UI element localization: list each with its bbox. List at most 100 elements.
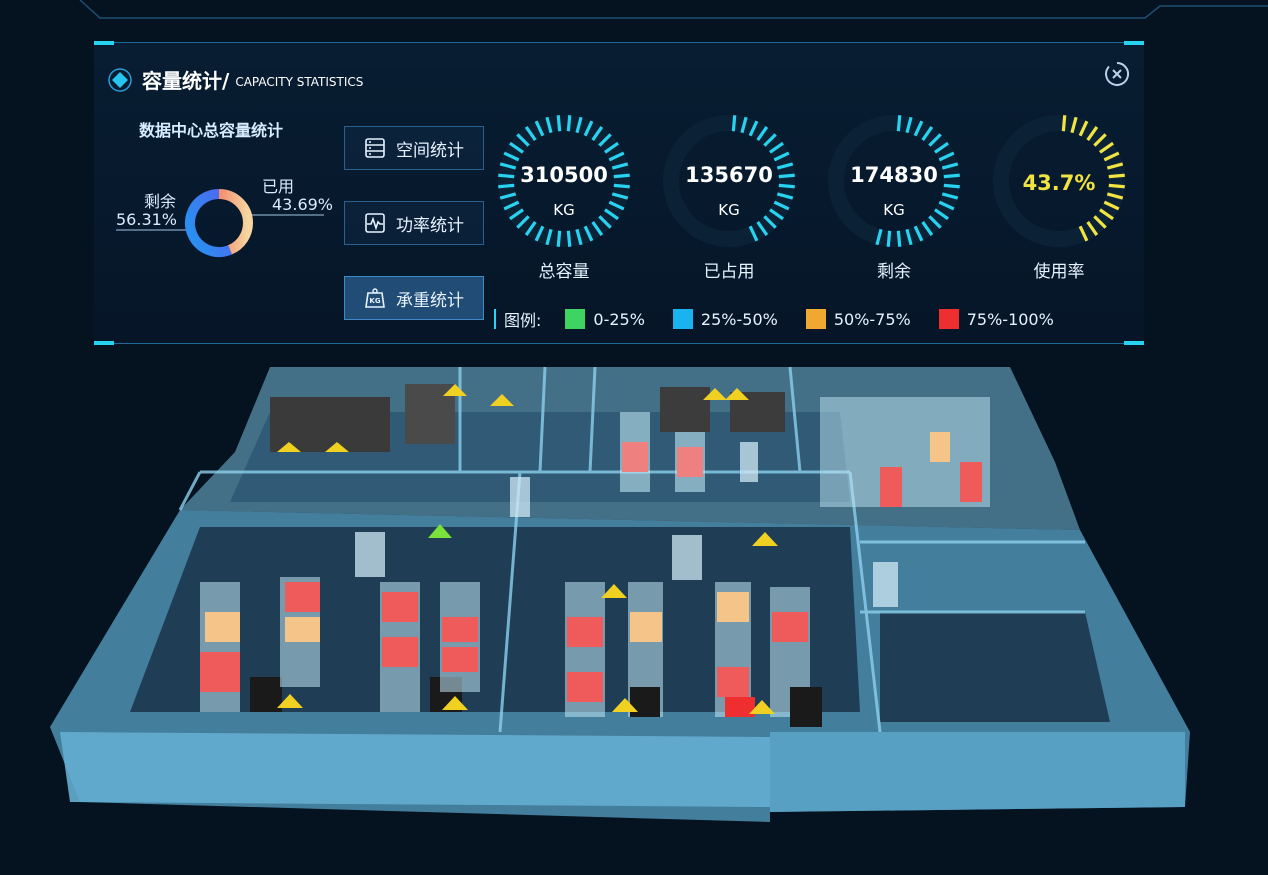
gauge-tick — [928, 215, 942, 229]
gauge-tick — [524, 126, 537, 141]
legend-bar — [494, 309, 496, 329]
legend-title: 图例: — [504, 311, 542, 330]
weight-statistics-button[interactable]: KG 承重统计 — [344, 276, 484, 320]
panel-title-en: CAPACITY STATISTICS — [235, 74, 364, 89]
server-rack-icon — [365, 138, 385, 158]
gauge-tick — [509, 141, 524, 154]
gauge-tick — [503, 151, 520, 162]
gauge-tick — [731, 115, 737, 132]
used-segment — [185, 189, 253, 257]
gauge-tick — [778, 173, 795, 179]
gauge-tick — [598, 133, 612, 147]
gauge-tick — [938, 151, 955, 162]
gauge-tick — [776, 162, 794, 170]
donut-leader-lines — [116, 214, 324, 231]
gauge-tick — [921, 221, 934, 236]
gauge-tick — [613, 173, 630, 179]
gauge-tick — [1099, 208, 1114, 221]
panel-corner — [94, 41, 114, 45]
gauge-tick — [498, 173, 515, 179]
gauge-usage-rate: 43.7% — [989, 111, 1129, 251]
gauge-tick — [1106, 192, 1124, 200]
gauge-label: 使用率 — [1033, 262, 1085, 282]
close-icon[interactable] — [1104, 61, 1130, 87]
gauge-tick — [503, 200, 520, 211]
gauge-tick — [611, 192, 629, 200]
legend-swatch-red — [938, 309, 959, 329]
diamond-icon — [108, 67, 132, 92]
legend-item-1: 25%-50% — [700, 309, 778, 329]
gauge-tick — [769, 141, 784, 154]
used-label: 已用 — [262, 177, 295, 196]
gauge-tick — [756, 221, 769, 236]
gauge-tick — [545, 116, 553, 134]
gauge-tick — [1106, 162, 1124, 170]
gauge-tick — [556, 115, 562, 132]
gauge-tick — [516, 215, 530, 229]
gauge-total-capacity: 310500 KG — [494, 111, 634, 251]
legend-swatch-green — [565, 309, 586, 329]
warning-icon — [490, 394, 514, 406]
gauge-tick — [934, 208, 949, 221]
space-statistics-button[interactable]: 空间统计 — [344, 126, 484, 170]
power-statistics-button[interactable]: 功率统计 — [344, 201, 484, 245]
warning-icon — [277, 442, 301, 452]
gauge-tick — [896, 115, 902, 132]
gauge-tick — [938, 200, 955, 211]
gauge-tick — [934, 141, 949, 154]
legend: 图例: 0-25% 25%-50% 50%-75% 75%-100% — [494, 307, 1054, 331]
gauge-tick — [1078, 225, 1089, 242]
legend-item-3: 75%-100% — [966, 309, 1054, 329]
gauge-tick — [499, 192, 517, 200]
datacenter-capacity-subtitle: 数据中心总容量统计 — [139, 121, 284, 140]
gauge-tick — [769, 208, 784, 221]
gauge-tick — [534, 120, 545, 137]
rack-row-left — [200, 577, 480, 712]
gauge-tick — [1103, 200, 1120, 211]
gauge-tick — [763, 133, 777, 147]
gauge-tick — [748, 120, 759, 137]
gauge-tick — [773, 200, 790, 211]
gauge-occupied: 135670 KG — [659, 111, 799, 251]
svg-text:KG: KG — [369, 297, 380, 305]
datacenter-3d-floorplan[interactable] — [0, 352, 1268, 832]
gauge-tick — [575, 116, 583, 134]
gauge-tick — [913, 225, 924, 242]
rack-row-middle — [565, 582, 822, 727]
gauge-tick — [1108, 173, 1125, 179]
gauge-tick — [886, 230, 892, 247]
legend-swatch-blue — [672, 309, 693, 329]
gauge-tick — [875, 228, 883, 246]
panel-corner — [1124, 41, 1144, 45]
gauge-tick — [611, 162, 629, 170]
warning-icon — [428, 524, 452, 538]
warning-icon — [703, 388, 727, 400]
gauge-tick — [1078, 120, 1089, 137]
warning-markers — [277, 384, 778, 714]
gauge-tick — [566, 115, 572, 132]
gauge-ring — [993, 115, 1125, 247]
gauge-tick — [604, 208, 619, 221]
warning-icon — [442, 696, 468, 710]
gauge-ring — [828, 115, 960, 247]
warning-icon — [601, 584, 627, 598]
gauge-tick — [748, 225, 759, 242]
gauge-tick — [1086, 221, 1099, 236]
gauge-tick — [1093, 133, 1107, 147]
warning-icon — [749, 700, 775, 714]
panel-header: 容量统计/ CAPACITY STATISTICS — [108, 65, 363, 94]
capacity-statistics-panel: 容量统计/ CAPACITY STATISTICS 数据中心总容量统计 剩余 5… — [94, 41, 1144, 345]
gauge-tick — [524, 221, 537, 236]
gauge-tick — [905, 228, 913, 246]
gauge-tick — [896, 230, 902, 247]
usage-donut-chart — [185, 189, 253, 257]
rack-row-top — [270, 384, 990, 507]
gauge-tick — [566, 230, 572, 247]
gauge-tick — [943, 183, 960, 189]
gauge-tick — [556, 230, 562, 247]
gauge-tick — [1103, 151, 1120, 162]
gauge-value: 310500 — [520, 163, 608, 187]
gauge-tick — [778, 183, 795, 189]
gauge-tick — [941, 192, 959, 200]
warning-icon — [612, 698, 638, 712]
